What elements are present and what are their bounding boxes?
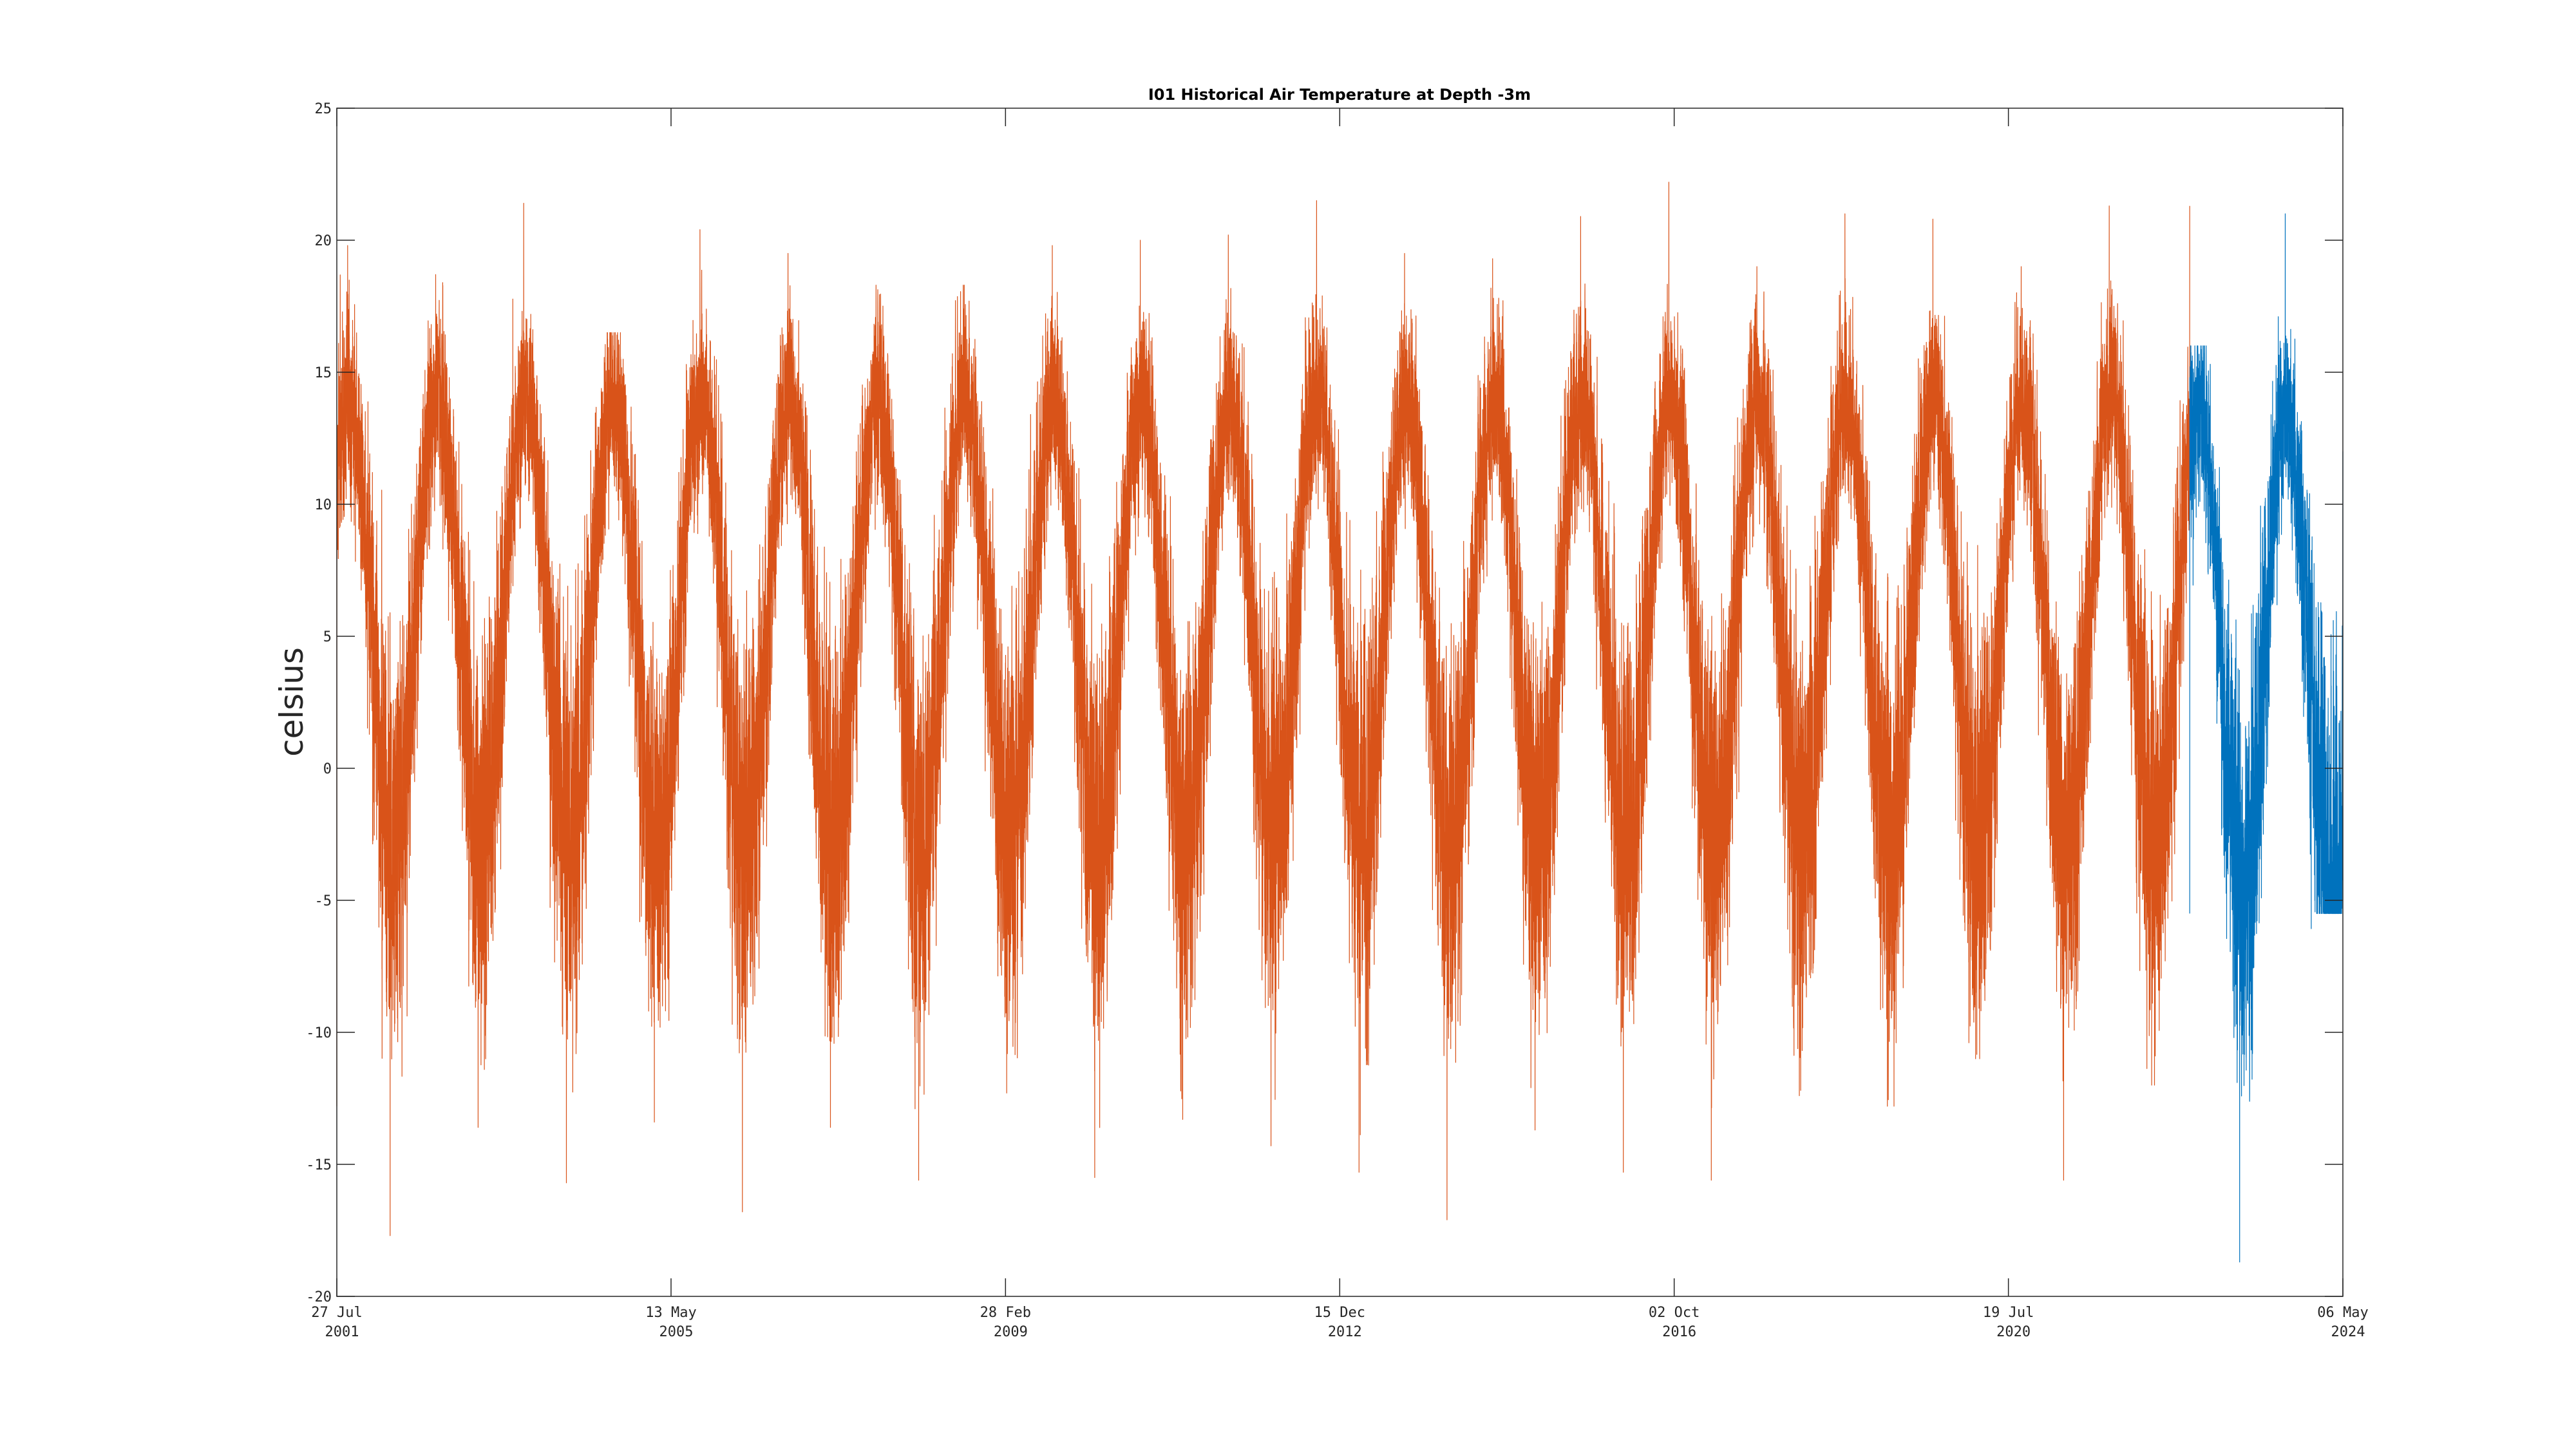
y-tick-label: 5 (323, 629, 332, 645)
x-tick-label-date: 06 May (2317, 1305, 2368, 1321)
y-tick-label: 15 (315, 365, 332, 381)
x-tick-label-year: 2012 (1328, 1324, 1362, 1340)
y-tick-label: 25 (315, 101, 332, 117)
y-tick-label: 10 (315, 497, 332, 513)
x-tick-label-year: 2016 (1662, 1324, 1696, 1340)
series-line-2 (2189, 213, 2344, 1263)
x-tick-label-date: 15 Dec (1314, 1305, 1365, 1321)
x-tick-label-date: 19 Jul (1983, 1305, 2034, 1321)
y-tick-label: -10 (306, 1025, 332, 1041)
series-layer (336, 182, 2344, 1263)
x-tick-label-year: 2005 (659, 1324, 693, 1340)
x-tick-label-date: 02 Oct (1649, 1305, 1700, 1321)
y-tick-label: 20 (315, 233, 332, 249)
y-tick-label: 0 (323, 761, 332, 777)
y-axis-label: celsius (273, 647, 310, 757)
chart-title: I01 Historical Air Temperature at Depth … (1148, 86, 1531, 104)
x-tick-label-year: 2024 (2331, 1324, 2365, 1340)
x-tick-label-date: 28 Feb (980, 1305, 1031, 1321)
x-tick-label-year: 2001 (325, 1324, 359, 1340)
x-tick-label-date: 27 Jul (311, 1305, 362, 1321)
x-tick-label-year: 2020 (1996, 1324, 2031, 1340)
y-tick-label: -15 (306, 1157, 332, 1173)
ticks-layer (336, 108, 2344, 1297)
x-tick-label-year: 2009 (994, 1324, 1028, 1340)
series-line-1 (336, 182, 2190, 1236)
y-tick-label: -20 (306, 1289, 332, 1305)
labels-layer: -20 -15 -10 -5 0 5 10 15 20 25 27 Jul 2001 13 May 200… (306, 101, 2368, 1340)
x-tick-label-date: 13 May (645, 1305, 696, 1321)
y-tick-label: -5 (315, 893, 332, 909)
